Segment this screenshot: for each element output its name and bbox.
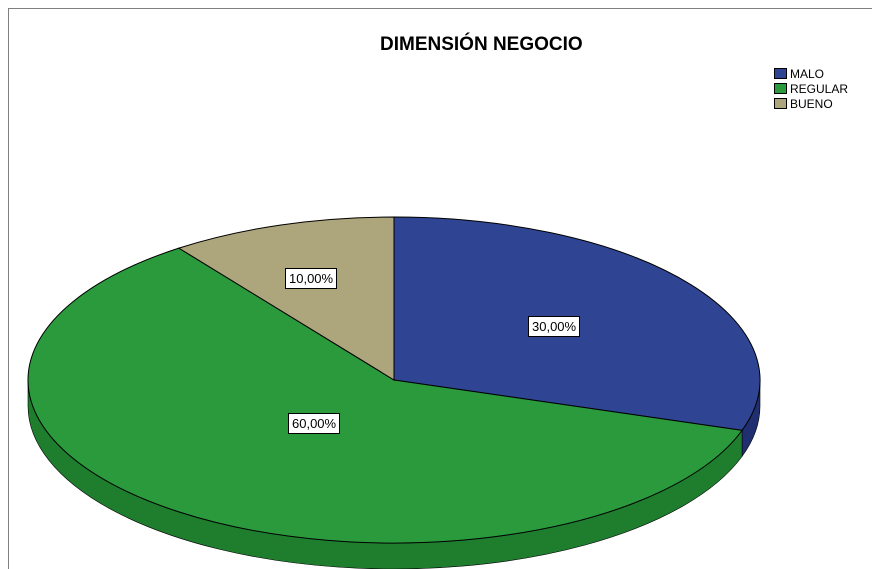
legend-label-bueno: BUENO [790,96,833,111]
legend-item-malo: MALO [774,66,848,81]
legend-swatch-regular [774,83,787,94]
legend-item-bueno: BUENO [774,96,848,111]
data-label-malo: 30,00% [528,316,581,337]
legend-swatch-bueno [774,98,787,109]
data-label-regular: 60,00% [288,413,341,434]
legend-swatch-malo [774,68,787,79]
legend-label-malo: MALO [790,66,825,81]
data-label-bueno: 10,00% [285,268,338,289]
legend-item-regular: REGULAR [774,81,848,96]
pie-slice-bueno [177,216,395,381]
legend-label-regular: REGULAR [790,81,849,96]
legend: MALO REGULAR BUENO [774,66,848,111]
pie-slice-regular [27,247,743,544]
chart-title: DIMENSIÓN NEGOCIO [380,34,583,55]
